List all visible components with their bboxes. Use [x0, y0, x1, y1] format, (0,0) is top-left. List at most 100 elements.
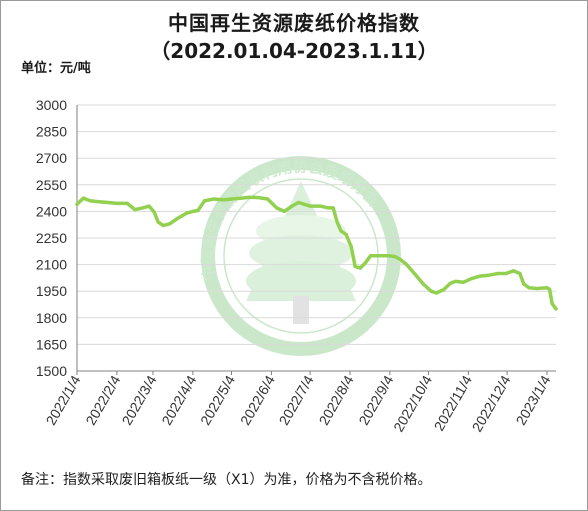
- data-point: [184, 211, 188, 215]
- data-point: [527, 286, 531, 290]
- x-tick-label: 2022/3/4: [118, 372, 159, 427]
- data-point: [308, 204, 312, 208]
- data-point: [202, 199, 207, 203]
- data-point: [363, 261, 367, 265]
- data-point: [335, 220, 339, 224]
- y-tick-label: 3000: [36, 97, 67, 113]
- y-tick-label: 2550: [36, 177, 67, 193]
- data-point: [387, 254, 391, 258]
- data-point: [275, 206, 279, 210]
- y-tick-label: 2700: [36, 150, 67, 166]
- x-tick-label: 2022/11/4: [431, 372, 476, 433]
- data-point: [339, 229, 343, 233]
- x-tick-label: 2023/1/4: [512, 372, 553, 427]
- data-point: [211, 197, 216, 201]
- x-tick-label: 2022/2/4: [82, 372, 123, 427]
- data-point: [240, 196, 244, 200]
- watermark-seal: 中国再生资源回收利用协会废纸分会: [199, 156, 401, 356]
- data-point: [257, 196, 261, 200]
- data-point: [550, 302, 554, 306]
- data-point: [487, 273, 491, 277]
- y-tick-label: 2250: [36, 230, 67, 246]
- data-point: [469, 277, 473, 281]
- data-point: [331, 206, 335, 210]
- data-point: [511, 269, 516, 273]
- chart-subtitle: （2022.01.04-2023.1.11）: [150, 39, 438, 63]
- data-point: [75, 202, 79, 206]
- data-point: [461, 280, 465, 284]
- data-point: [175, 216, 179, 221]
- x-tick-label: 2022/7/4: [276, 372, 317, 427]
- data-point: [81, 196, 85, 200]
- data-point: [296, 200, 301, 205]
- data-point: [96, 200, 100, 204]
- y-tick-label: 2400: [36, 203, 67, 219]
- data-point: [141, 206, 145, 210]
- data-point: [504, 271, 508, 276]
- chart-title: 中国再生资源废纸价格指数: [168, 11, 420, 35]
- data-point: [152, 210, 156, 214]
- data-point: [222, 198, 226, 202]
- data-point: [478, 274, 482, 278]
- data-point: [115, 201, 119, 205]
- data-point: [349, 245, 353, 249]
- data-point: [554, 307, 558, 311]
- data-point: [518, 271, 522, 276]
- x-tick-label: 2022/4/4: [158, 372, 199, 427]
- x-tick-label: 2022/5/4: [197, 372, 238, 427]
- data-point: [161, 224, 165, 228]
- y-tick-label: 2100: [36, 257, 67, 273]
- data-point: [88, 199, 92, 203]
- x-tick-label: 2022/12/4: [469, 372, 514, 434]
- data-point: [191, 209, 195, 213]
- data-point: [196, 208, 200, 213]
- y-tick-label: 1950: [36, 283, 67, 299]
- y-tick-label: 2850: [36, 124, 67, 140]
- data-point: [125, 201, 129, 205]
- data-point: [318, 204, 322, 208]
- data-point: [535, 286, 539, 291]
- data-point: [290, 204, 294, 208]
- data-point: [454, 279, 458, 283]
- data-point: [522, 282, 526, 286]
- data-point: [358, 266, 362, 270]
- data-point: [229, 197, 234, 201]
- x-tick-label: 2022/1/4: [42, 372, 83, 427]
- data-point: [393, 255, 397, 259]
- x-tick-label: 2022/10/4: [390, 372, 435, 434]
- data-point: [448, 281, 452, 285]
- x-tick-label: 2022/9/4: [355, 372, 396, 427]
- data-point: [106, 200, 110, 205]
- y-tick-label: 1500: [36, 363, 67, 379]
- data-point: [434, 291, 438, 295]
- data-point: [421, 282, 425, 286]
- data-point: [156, 220, 160, 224]
- data-point: [496, 271, 500, 276]
- data-point: [412, 271, 416, 276]
- data-point: [369, 254, 373, 258]
- data-point: [548, 287, 552, 291]
- data-point: [133, 208, 137, 212]
- data-point: [353, 264, 357, 268]
- data-point: [398, 257, 402, 261]
- data-point: [168, 222, 172, 226]
- data-point: [247, 195, 252, 199]
- unit-label: 单位：元/吨: [21, 61, 91, 76]
- data-point: [326, 206, 330, 210]
- data-point: [545, 286, 549, 290]
- data-point: [442, 287, 446, 291]
- data-point: [266, 197, 270, 201]
- x-tick-label: 2022/6/4: [237, 372, 278, 427]
- x-tick-label: 2022/8/4: [315, 372, 356, 427]
- footnote: 备注：指数采取废旧箱板纸一级（X1）为准，价格为不含税价格。: [21, 472, 432, 488]
- data-point: [429, 289, 433, 293]
- data-point: [147, 204, 151, 208]
- y-tick-label: 1800: [36, 310, 67, 326]
- data-point: [344, 232, 348, 237]
- data-point: [376, 254, 380, 258]
- y-tick-label: 1650: [36, 336, 67, 352]
- data-point: [405, 263, 409, 267]
- data-point: [282, 209, 286, 213]
